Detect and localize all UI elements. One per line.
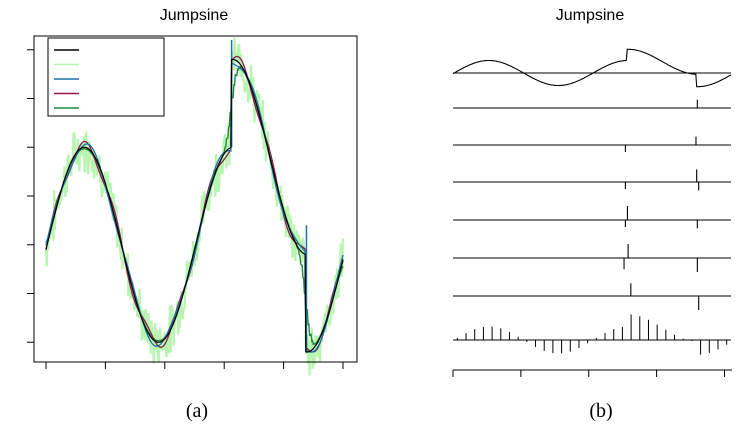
- panel-a-legend: [47, 37, 165, 117]
- panel-b-rows: [452, 48, 732, 355]
- row-x.FAR: [452, 48, 732, 88]
- panel-a-x-axis: [45, 362, 344, 369]
- row-s6: [453, 314, 731, 355]
- panel-b-x-axis: [452, 370, 725, 377]
- panel-a-label: (a): [186, 400, 208, 422]
- row-d1: [453, 99, 731, 109]
- row-d3: [453, 169, 731, 191]
- panel-a-frame: [33, 35, 358, 363]
- panel-a-plot-area: [44, 37, 345, 376]
- row-d5: [453, 244, 731, 272]
- row-d6: [453, 283, 731, 310]
- panel-a-y-axis: [27, 49, 34, 343]
- panel-b-title: Jumpsine: [556, 7, 625, 24]
- row-d2: [453, 136, 731, 152]
- panel-b: Jumpsine (b): [452, 7, 732, 422]
- row-d4: [453, 206, 731, 229]
- series-hard-line: [45, 62, 344, 353]
- panel-a: Jumpsine (a): [27, 7, 358, 422]
- panel-b-label: (b): [589, 400, 612, 422]
- signal-line: [452, 48, 732, 88]
- legend-box: [47, 37, 165, 117]
- series-trend-line: [45, 58, 344, 353]
- series-data-line: [44, 37, 345, 376]
- panel-a-title: Jumpsine: [160, 7, 229, 24]
